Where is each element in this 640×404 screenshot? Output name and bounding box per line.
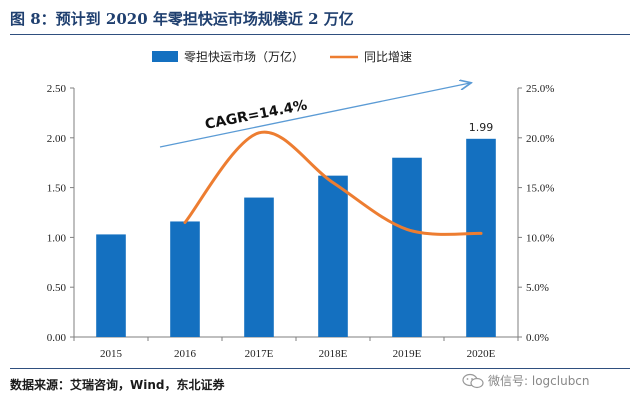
wechat-icon — [462, 373, 484, 388]
bar-data-label: 1.99 — [469, 121, 494, 134]
y-right-tick-label: 25.0% — [526, 83, 554, 95]
y-left-tick-label: 2.50 — [47, 83, 67, 95]
source-divider — [10, 368, 630, 369]
x-tick-label: 2016 — [174, 348, 197, 360]
cagr-arrow — [159, 83, 470, 148]
x-tick-label: 2018E — [319, 348, 348, 360]
y-left-tick-label: 1.00 — [47, 232, 67, 244]
x-tick-label: 2017E — [245, 348, 274, 360]
bar — [392, 157, 422, 337]
bar — [466, 138, 496, 337]
growth-line — [183, 130, 483, 236]
bar — [170, 221, 200, 337]
y-left-tick-label: 0.00 — [47, 332, 67, 344]
y-left-tick-label: 0.50 — [47, 282, 67, 294]
chart-canvas: 0.00 0.50 1.00 1.50 2.00 2.50 0.0% 5.0% 10.0% 15.… — [47, 49, 555, 360]
x-tick-label: 2020E — [467, 348, 496, 360]
y-left-tick-label: 1.50 — [47, 183, 67, 195]
legend-bar-swatch — [152, 51, 178, 62]
y-right-tick-label: 0.0% — [526, 332, 549, 344]
legend-bar-label: 零担快运市场（万亿） — [184, 49, 304, 64]
y-right-tick-label: 15.0% — [526, 183, 554, 195]
source-note: 数据来源：艾瑞咨询，Wind，东北证券 — [10, 378, 225, 392]
y-right-tick-label: 20.0% — [526, 133, 554, 145]
bar — [96, 234, 126, 337]
legend-line-label: 同比增速 — [364, 50, 412, 64]
y-right-tick-label: 10.0% — [526, 232, 554, 244]
x-tick-label: 2015 — [100, 348, 123, 360]
figure-title: 图 8：预计到 2020 年零担快运市场规模近 2 万亿 — [10, 10, 354, 28]
watermark-text: 微信号: logclubcn — [488, 374, 590, 388]
x-tick-label: 2019E — [393, 348, 422, 360]
bar — [244, 197, 274, 337]
watermark: 微信号: logclubcn — [462, 372, 590, 389]
bar — [318, 175, 348, 337]
y-left-tick-label: 2.00 — [47, 133, 67, 145]
y-right-tick-label: 5.0% — [526, 282, 549, 294]
figure-title-bar: 图 8：预计到 2020 年零担快运市场规模近 2 万亿 — [10, 6, 630, 35]
